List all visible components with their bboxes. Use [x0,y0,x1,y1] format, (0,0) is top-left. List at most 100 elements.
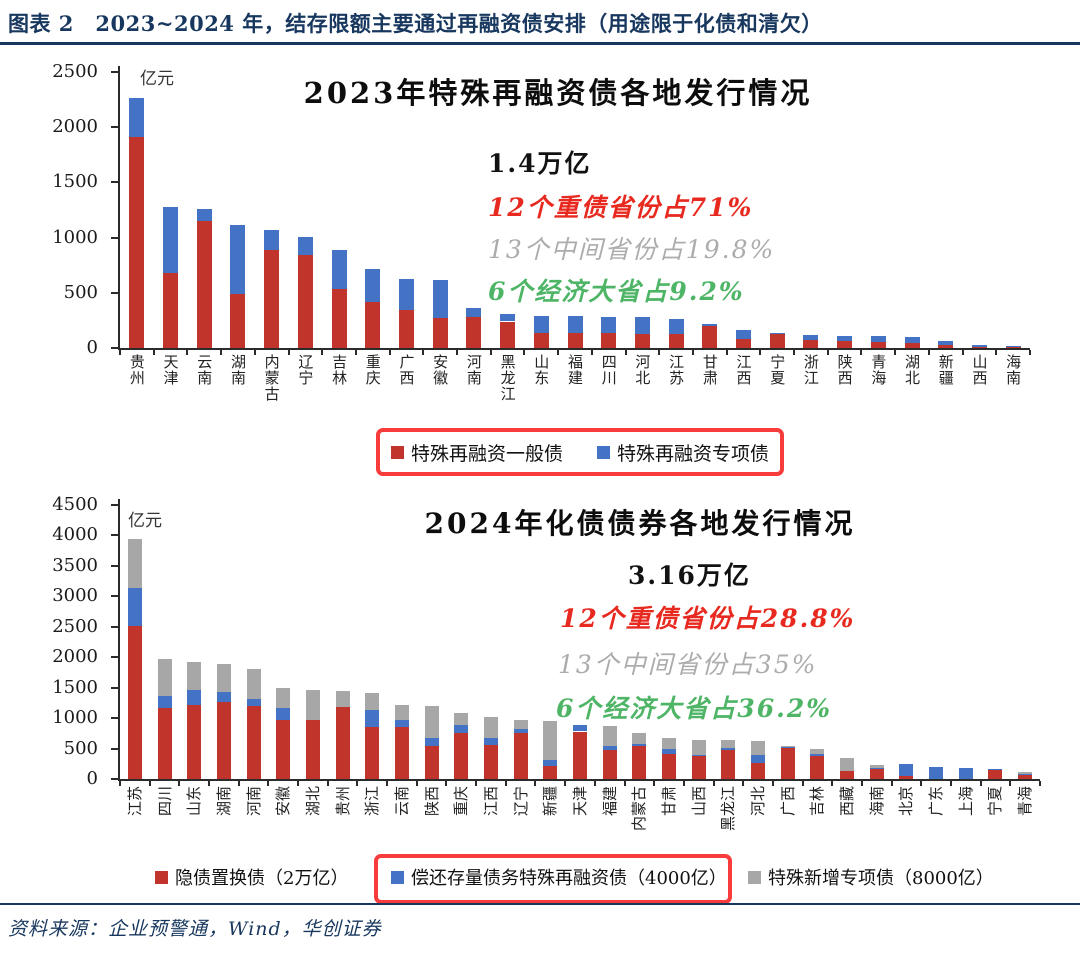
bar-segment [305,689,320,721]
bar-segment [573,731,587,779]
x-tick [920,781,923,786]
bar-segment [840,757,855,772]
bar-segment [264,230,280,250]
bar-segment [573,724,587,732]
y-axis-label: 1500 [52,676,98,698]
legend-label: 偿还存量债务特殊再融资债（4000亿） [411,868,727,889]
y-tick [111,126,118,129]
legend-item: 偿还存量债务特殊再融资债（4000亿） [391,864,727,890]
bar-segment [837,335,853,341]
bar-segment [810,749,825,755]
x-tick [415,781,418,786]
x-tick [220,350,223,355]
bar-segment [424,737,439,747]
bar-segment [634,333,650,348]
legend-label: 特殊再融资专项债 [617,442,770,465]
x-tick [267,781,270,786]
chart-2024-legend-highlight-box [374,854,732,904]
bar-segment [736,329,752,340]
bar-segment [810,755,825,779]
bar-segment [500,321,516,348]
x-category-label: 四川 [155,786,174,817]
x-category-label: 湖北 [903,354,922,386]
bar-segment [500,314,516,322]
bar-segment [938,345,954,348]
y-axis-line [118,66,120,348]
x-category-label: 浙江 [363,786,382,817]
chart-2024-title: 2024年化债债券各地发行情况 [424,507,856,540]
bar-segment [157,659,172,696]
bar-segment [1018,773,1033,775]
x-category-label: 西藏 [838,786,857,817]
bar-segment [810,754,825,756]
bar-segment [365,692,380,710]
x-category-label: 内蒙古 [630,786,649,832]
bar-segment [780,747,795,779]
x-tick [119,781,121,786]
y-axis-label: 1500 [52,171,98,193]
bar-segment [454,712,469,725]
bar-segment [276,708,291,721]
bar-segment [483,737,498,745]
y-tick [111,747,118,750]
bar-segment [1005,347,1021,348]
legend-label: 特殊再融资一般债 [410,442,563,465]
bar-segment [305,720,320,779]
x-tick [356,781,359,786]
bar-segment [394,719,409,727]
x-tick [725,350,728,355]
x-category-label: 河南 [244,786,263,817]
x-category-label: 河北 [633,354,652,386]
bar-segment [780,746,795,748]
x-tick [557,350,560,355]
bar-segment [246,669,261,699]
x-category-label: 海南 [867,786,886,817]
x-tick [1009,781,1012,786]
bar-segment [662,738,677,750]
x-tick [475,781,478,786]
bar-segment [454,733,469,779]
chart-2024-total-annotation: 3.16万亿 [628,561,751,590]
chart-2023-heavy-debt-annotation: 12个重债省份占71% [488,193,754,222]
bar-segment [567,333,583,348]
x-tick [860,350,863,355]
x-category-label: 青海 [1016,786,1035,817]
bar-segment [567,315,583,334]
bar-segment [837,340,853,348]
bar-segment [216,692,231,703]
x-category-label: 福建 [600,786,619,817]
bar-segment [335,690,350,708]
legend-swatch [155,870,168,884]
x-tick [287,350,290,355]
x-category-label: 河北 [749,786,768,817]
x-category-label: 青海 [869,354,888,386]
bar-segment [533,332,549,348]
figure-title: 图表 2 2023~2024 年，结存限额主要通过再融资债安排（用途限于化债和清… [8,11,823,36]
x-tick [388,350,391,355]
legend-item: 隐债置换债（2万亿） [155,864,348,890]
x-tick [119,350,121,355]
chart-2024-middle-provinces-annotation: 13个中间省份占35% [558,650,818,679]
x-tick [759,350,762,355]
legend-label: 隐债置换债（2万亿） [175,868,349,889]
x-tick [208,781,211,786]
bar-segment [216,663,231,693]
x-category-label: 安徽 [274,786,293,817]
source-divider [0,903,1080,905]
chart-2024-y-unit: 亿元 [128,511,162,531]
x-category-label: 广东 [927,786,946,817]
legend-swatch [390,445,404,459]
bar-segment [394,704,409,720]
bar-segment [187,704,202,779]
bar-segment [769,333,785,348]
bar-segment [543,760,558,766]
bar-segment [602,725,617,747]
x-category-label: 宁夏 [986,786,1005,817]
legend-swatch [748,870,761,884]
x-tick [386,781,389,786]
bar-segment [904,343,920,348]
x-category-label: 吉林 [330,354,349,386]
bar-segment [513,732,528,779]
bar-segment [424,746,439,779]
x-tick [624,350,627,355]
